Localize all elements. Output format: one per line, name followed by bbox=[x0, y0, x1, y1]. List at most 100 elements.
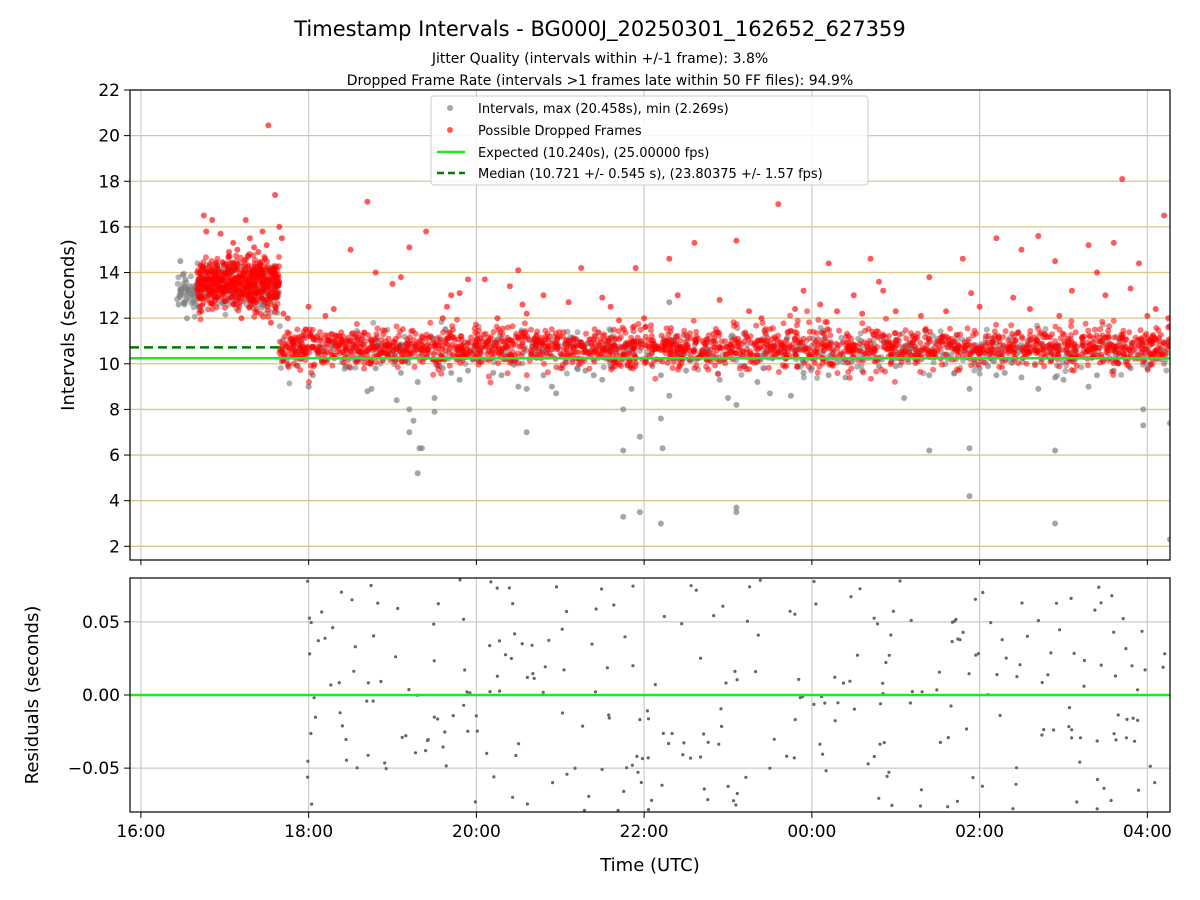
dropped-frame-point bbox=[880, 287, 887, 294]
dropped-frame-point bbox=[1067, 336, 1074, 343]
dropped-frame-point bbox=[691, 239, 698, 246]
dropped-frame-point bbox=[1002, 328, 1009, 335]
dropped-frame-point bbox=[528, 326, 534, 333]
dropped-frame-point bbox=[390, 338, 397, 345]
dropped-frame-point bbox=[995, 334, 1002, 340]
interval-point bbox=[966, 493, 973, 500]
dropped-frame-point bbox=[412, 330, 419, 337]
dropped-frame-point bbox=[678, 344, 685, 351]
dropped-frame-point bbox=[873, 368, 880, 375]
dropped-frame-point bbox=[666, 255, 673, 262]
residual-point bbox=[995, 673, 999, 677]
dropped-frame-point bbox=[716, 343, 723, 350]
dropped-frame-point bbox=[794, 363, 800, 370]
dropped-frame-point bbox=[635, 321, 642, 327]
dropped-frame-point bbox=[212, 260, 219, 267]
dropped-frame-point bbox=[446, 362, 453, 369]
residual-point bbox=[400, 735, 404, 740]
dropped-frame-point bbox=[833, 340, 840, 347]
dropped-frame-point bbox=[834, 308, 840, 315]
dropped-frame-point bbox=[1012, 338, 1019, 345]
residual-point bbox=[495, 674, 499, 678]
residual-point bbox=[821, 752, 825, 756]
dropped-frame-point bbox=[496, 349, 503, 356]
residual-point bbox=[646, 808, 651, 812]
dropped-frame-point bbox=[492, 339, 498, 346]
residual-point bbox=[756, 633, 760, 637]
dropped-frame-point bbox=[516, 343, 523, 350]
residual-point bbox=[371, 699, 375, 703]
dropped-frame-point bbox=[793, 322, 800, 329]
dropped-frame-point bbox=[667, 328, 674, 335]
interval-point bbox=[523, 385, 530, 392]
dropped-frame-point bbox=[389, 280, 396, 287]
dropped-frame-point bbox=[272, 192, 279, 198]
interval-point bbox=[1035, 385, 1042, 392]
residual-point bbox=[520, 642, 524, 646]
interval-point bbox=[352, 364, 359, 371]
dropped-frame-point bbox=[728, 341, 735, 348]
residual-point bbox=[607, 716, 611, 720]
dropped-frame-point bbox=[813, 330, 820, 336]
top-frame bbox=[129, 89, 1171, 561]
dropped-frame-point bbox=[406, 341, 413, 348]
dropped-frame-point bbox=[548, 326, 555, 333]
dropped-frame-point bbox=[993, 235, 1000, 242]
interval-point bbox=[985, 363, 991, 370]
dropped-frame-point bbox=[1000, 333, 1007, 340]
dropped-frame-point bbox=[198, 308, 205, 315]
dropped-frame-point bbox=[328, 331, 335, 338]
interval-point bbox=[725, 395, 731, 401]
dropped-frame-point bbox=[440, 329, 447, 336]
dropped-frame-point bbox=[1018, 246, 1025, 253]
dropped-frame-point bbox=[406, 244, 413, 251]
dropped-frame-point bbox=[435, 358, 442, 365]
legend-box bbox=[430, 95, 869, 186]
dropped-frame-point bbox=[1105, 327, 1112, 334]
residual-point bbox=[640, 757, 645, 761]
interval-point bbox=[800, 369, 807, 376]
dropped-frame-point bbox=[613, 349, 619, 356]
dropped-frame-point bbox=[871, 346, 878, 353]
interval-point bbox=[901, 395, 908, 401]
dropped-frame-point bbox=[727, 348, 734, 355]
dropped-frame-point bbox=[438, 352, 445, 359]
interval-point bbox=[414, 470, 421, 477]
residual-point bbox=[313, 715, 318, 719]
dropped-frame-point bbox=[334, 348, 341, 355]
dropped-frame-point bbox=[863, 350, 870, 357]
dropped-frame-point bbox=[1084, 362, 1091, 369]
dropped-frame-point bbox=[245, 252, 252, 259]
dropped-frame-point bbox=[673, 346, 680, 353]
dropped-frame-point bbox=[330, 306, 337, 312]
residual-point bbox=[1049, 651, 1053, 655]
dropped-frame-point bbox=[1166, 323, 1170, 330]
dropped-frame-point bbox=[840, 339, 847, 346]
dropped-frame-point bbox=[250, 252, 257, 259]
dropped-frame-point bbox=[1114, 360, 1121, 367]
dropped-frame-point bbox=[1141, 352, 1147, 358]
dropped-frame-point bbox=[827, 332, 834, 339]
dropped-frame-point bbox=[754, 358, 761, 365]
dropped-frame-point bbox=[741, 363, 747, 370]
dropped-frame-point bbox=[645, 337, 652, 344]
dropped-frame-point bbox=[660, 339, 666, 346]
dropped-frame-point bbox=[889, 343, 896, 350]
interval-point bbox=[1094, 372, 1100, 379]
dropped-frame-point bbox=[1166, 342, 1170, 349]
residual-point bbox=[735, 678, 739, 682]
dropped-frame-point bbox=[597, 339, 604, 345]
dropped-frame-point bbox=[528, 351, 535, 358]
interval-point bbox=[190, 304, 197, 311]
top-y-tick-label: 8 bbox=[109, 400, 120, 420]
dropped-frame-point bbox=[450, 326, 456, 333]
residual-point bbox=[758, 578, 762, 582]
dropped-frame-point bbox=[194, 267, 201, 274]
dropped-frame-point bbox=[1089, 340, 1096, 347]
residual-point bbox=[908, 701, 913, 705]
dropped-frame-point bbox=[278, 235, 285, 242]
residual-point bbox=[937, 670, 942, 674]
dropped-frame-point bbox=[815, 317, 822, 323]
dropped-frame-point bbox=[968, 290, 975, 297]
dropped-frame-point bbox=[753, 322, 760, 329]
